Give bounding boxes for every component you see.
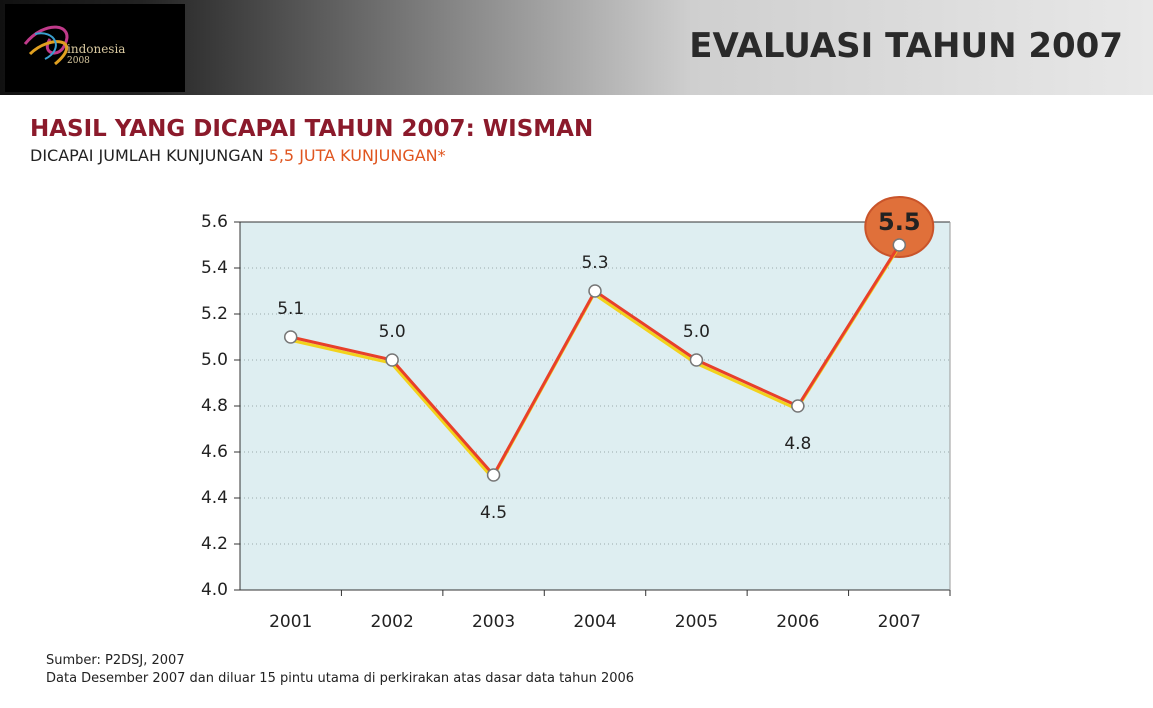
y-tick-label: 4.0 [201, 580, 228, 600]
y-tick-label: 5.0 [201, 350, 228, 370]
marker [486, 468, 501, 482]
y-tick-label: 5.2 [201, 304, 228, 324]
y-tick-label: 4.6 [201, 442, 228, 462]
x-tick-label: 2001 [269, 612, 312, 632]
data-label: 5.0 [379, 322, 406, 342]
logo-year: 2008 [67, 56, 90, 66]
x-tick-label: 2007 [878, 612, 921, 632]
subline-highlight: 5,5 JUTA KUNJUNGAN* [268, 146, 446, 165]
x-tick-label: 2002 [371, 612, 414, 632]
data-label: 5.3 [581, 253, 608, 273]
plot-area [240, 222, 950, 590]
marker [892, 238, 907, 252]
x-tick-label: 2005 [675, 612, 718, 632]
marker [588, 284, 602, 298]
marker [283, 330, 298, 344]
y-tick-label: 4.4 [201, 488, 228, 508]
y-tick-label: 5.4 [201, 258, 228, 278]
note: Data Desember 2007 dan diluar 15 pintu u… [46, 671, 635, 686]
title: EVALUASI TAHUN 2007 [689, 26, 1123, 66]
subline: DICAPAI JUMLAH KUNJUNGAN 5,5 JUTA KUNJUN… [30, 146, 446, 165]
marker [689, 353, 704, 367]
logo-text: indonesia [67, 42, 126, 56]
heading: HASIL YANG DICAPAI TAHUN 2007: WISMAN [30, 116, 594, 142]
data-label: 5.0 [683, 322, 710, 342]
x-tick-label: 2003 [472, 612, 515, 632]
notes: Sumber: P2DSJ, 2007 Data Desember 2007 d… [46, 652, 634, 688]
subline-text: DICAPAI JUMLAH KUNJUNGAN [30, 146, 264, 165]
data-label: 4.8 [784, 434, 811, 454]
highlight [864, 196, 935, 258]
y-tick-label: 4.8 [201, 396, 228, 416]
y-tick-label: 5.6 [201, 212, 228, 232]
x-tick-label: 2006 [776, 612, 819, 632]
logo: indonesia 2008 [5, 4, 185, 92]
x-tick-label: 2004 [573, 612, 616, 632]
marker [791, 399, 805, 413]
data-label: 4.5 [480, 503, 507, 523]
note: Sumber: P2DSJ, 2007 [46, 653, 185, 668]
data-label: 5.5 [878, 208, 921, 236]
marker [385, 353, 399, 367]
logo-swirl [23, 25, 69, 66]
y-tick-label: 4.2 [201, 534, 228, 554]
header: indonesia 2008 EVALUASI TAHUN 2007 [0, 0, 1153, 95]
data-label: 5.1 [277, 299, 304, 319]
